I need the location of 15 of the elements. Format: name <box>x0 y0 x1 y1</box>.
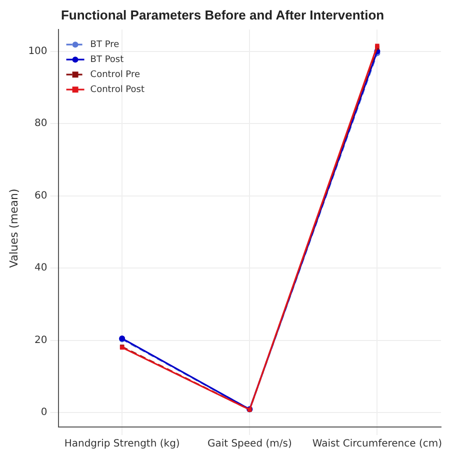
x-tick-label: Gait Speed (m/s) <box>207 438 292 450</box>
legend-label: Control Post <box>90 84 145 95</box>
y-tick-label: 100 <box>28 46 48 57</box>
y-tick-label: 40 <box>34 262 48 274</box>
y-tick-label: 0 <box>40 407 48 418</box>
legend-label: BT Post <box>90 54 124 65</box>
y-axis-title: Values (mean) <box>7 188 20 268</box>
y-tick-label: 20 <box>34 334 48 346</box>
x-tick-label: Waist Circumference (cm) <box>312 438 442 450</box>
chart-title: Functional Parameters Before and After Intervention <box>60 7 384 22</box>
legend-label: BT Pre <box>90 40 120 50</box>
y-tick-label: 60 <box>34 190 48 202</box>
legend-label: Control Pre <box>90 70 140 80</box>
x-tick-label: Handgrip Strength (kg) <box>64 438 180 450</box>
y-tick-label: 80 <box>34 118 48 130</box>
